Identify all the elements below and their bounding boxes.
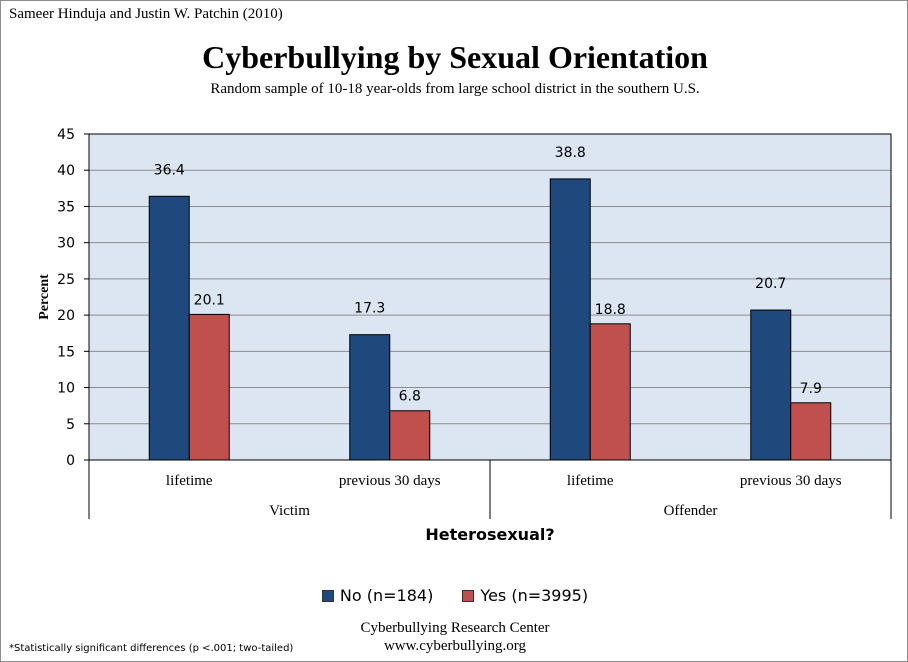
- y-tick-label: 5: [66, 417, 75, 433]
- source-name: Cyberbullying Research Center: [360, 620, 550, 636]
- source-url: www.cyberbullying.org: [383, 638, 527, 654]
- x-tick-label: previous 30 days: [339, 473, 441, 489]
- chart-title: Cyberbullying by Sexual Orientation: [202, 39, 708, 75]
- group-label: Victim: [269, 503, 310, 519]
- bar-yes: [389, 410, 431, 461]
- data-label: 17.3: [354, 301, 385, 317]
- y-axis-title: Percent: [37, 274, 52, 320]
- bar-no: [148, 195, 190, 461]
- legend-label-no: No (n=184): [339, 586, 434, 605]
- legend-swatch-yes: [462, 589, 475, 602]
- x-tick-label: previous 30 days: [740, 473, 842, 489]
- y-tick-label: 25: [57, 272, 75, 288]
- source-credit: Cyberbullying Research Center www.cyberb…: [1, 619, 908, 655]
- legend-label-yes: Yes (n=3995): [480, 586, 589, 605]
- x-tick-label: lifetime: [567, 473, 614, 489]
- y-tick-label: 20: [57, 308, 75, 324]
- footnote: *Statistically significant differences (…: [9, 643, 294, 654]
- bar-yes: [589, 323, 631, 461]
- bar-no: [549, 178, 591, 461]
- chart-subtitle: Random sample of 10-18 year-olds from la…: [210, 81, 700, 97]
- chart-canvas: 0 5 10 15 20 25 30 35 40 45 Percent 36.4 17.3 38.8 20.…: [37, 127, 892, 544]
- legend-item-no: No (n=184): [321, 586, 434, 605]
- y-tick-label: 30: [57, 236, 75, 252]
- data-label: 7.9: [800, 381, 822, 397]
- data-label: 20.7: [755, 276, 786, 292]
- data-label: 20.1: [194, 292, 225, 308]
- y-tick-label: 40: [57, 163, 75, 179]
- data-label: 36.4: [154, 162, 185, 178]
- x-tick-label: lifetime: [166, 473, 213, 489]
- y-tick-label: 0: [66, 453, 75, 469]
- legend: No (n=184) Yes (n=3995): [1, 586, 908, 605]
- bar-yes: [790, 402, 832, 461]
- bar-yes: [188, 313, 230, 461]
- bar-no: [750, 309, 792, 461]
- data-label: 6.8: [399, 389, 421, 405]
- group-label: Offender: [664, 503, 718, 519]
- y-tick-label: 10: [57, 381, 75, 397]
- y-tick-label: 45: [57, 127, 75, 143]
- bar-no: [349, 334, 391, 461]
- y-tick-label: 35: [57, 199, 75, 215]
- legend-item-yes: Yes (n=3995): [462, 586, 588, 605]
- legend-swatch-no: [321, 589, 334, 602]
- data-label: 18.8: [595, 302, 626, 318]
- citation-text: Sameer Hinduja and Justin W. Patchin (20…: [9, 6, 283, 22]
- x-axis-title: Heterosexual?: [425, 525, 554, 544]
- data-label: 38.8: [555, 145, 586, 161]
- y-tick-label: 15: [57, 344, 75, 360]
